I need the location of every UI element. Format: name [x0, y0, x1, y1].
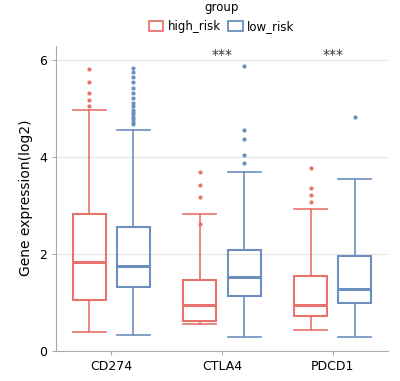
Point — [86, 90, 92, 96]
Bar — [228, 250, 261, 296]
Point — [130, 74, 137, 80]
Text: ***: *** — [322, 48, 343, 62]
Point — [130, 69, 137, 75]
Point — [130, 103, 137, 109]
Point — [130, 116, 137, 122]
Bar — [294, 275, 327, 316]
Point — [130, 107, 137, 113]
Point — [241, 63, 247, 69]
Point — [130, 90, 137, 96]
Point — [130, 111, 137, 117]
Text: ***: *** — [212, 48, 232, 62]
Point — [197, 182, 203, 188]
Point — [130, 121, 137, 127]
Point — [307, 186, 314, 192]
Point — [130, 109, 137, 115]
Bar — [117, 227, 150, 287]
Point — [307, 192, 314, 198]
Bar — [73, 214, 106, 300]
Point — [86, 97, 92, 103]
Point — [130, 118, 137, 125]
Point — [197, 194, 203, 200]
Point — [130, 114, 137, 120]
Point — [86, 103, 92, 109]
Bar — [183, 280, 216, 320]
Point — [241, 160, 247, 166]
Point — [352, 114, 358, 120]
Point — [241, 127, 247, 133]
Bar — [338, 256, 372, 303]
Point — [130, 79, 137, 85]
Point — [197, 170, 203, 176]
Point — [197, 221, 203, 227]
Point — [130, 100, 137, 106]
Point — [307, 199, 314, 205]
Point — [130, 66, 137, 72]
Point — [130, 85, 137, 91]
Point — [307, 165, 314, 171]
Point — [241, 152, 247, 158]
Legend: high_risk, low_risk: high_risk, low_risk — [146, 0, 298, 37]
Point — [86, 66, 92, 72]
Point — [86, 79, 92, 85]
Point — [241, 136, 247, 142]
Point — [130, 95, 137, 101]
Y-axis label: Gene expression(log2): Gene expression(log2) — [20, 120, 34, 276]
